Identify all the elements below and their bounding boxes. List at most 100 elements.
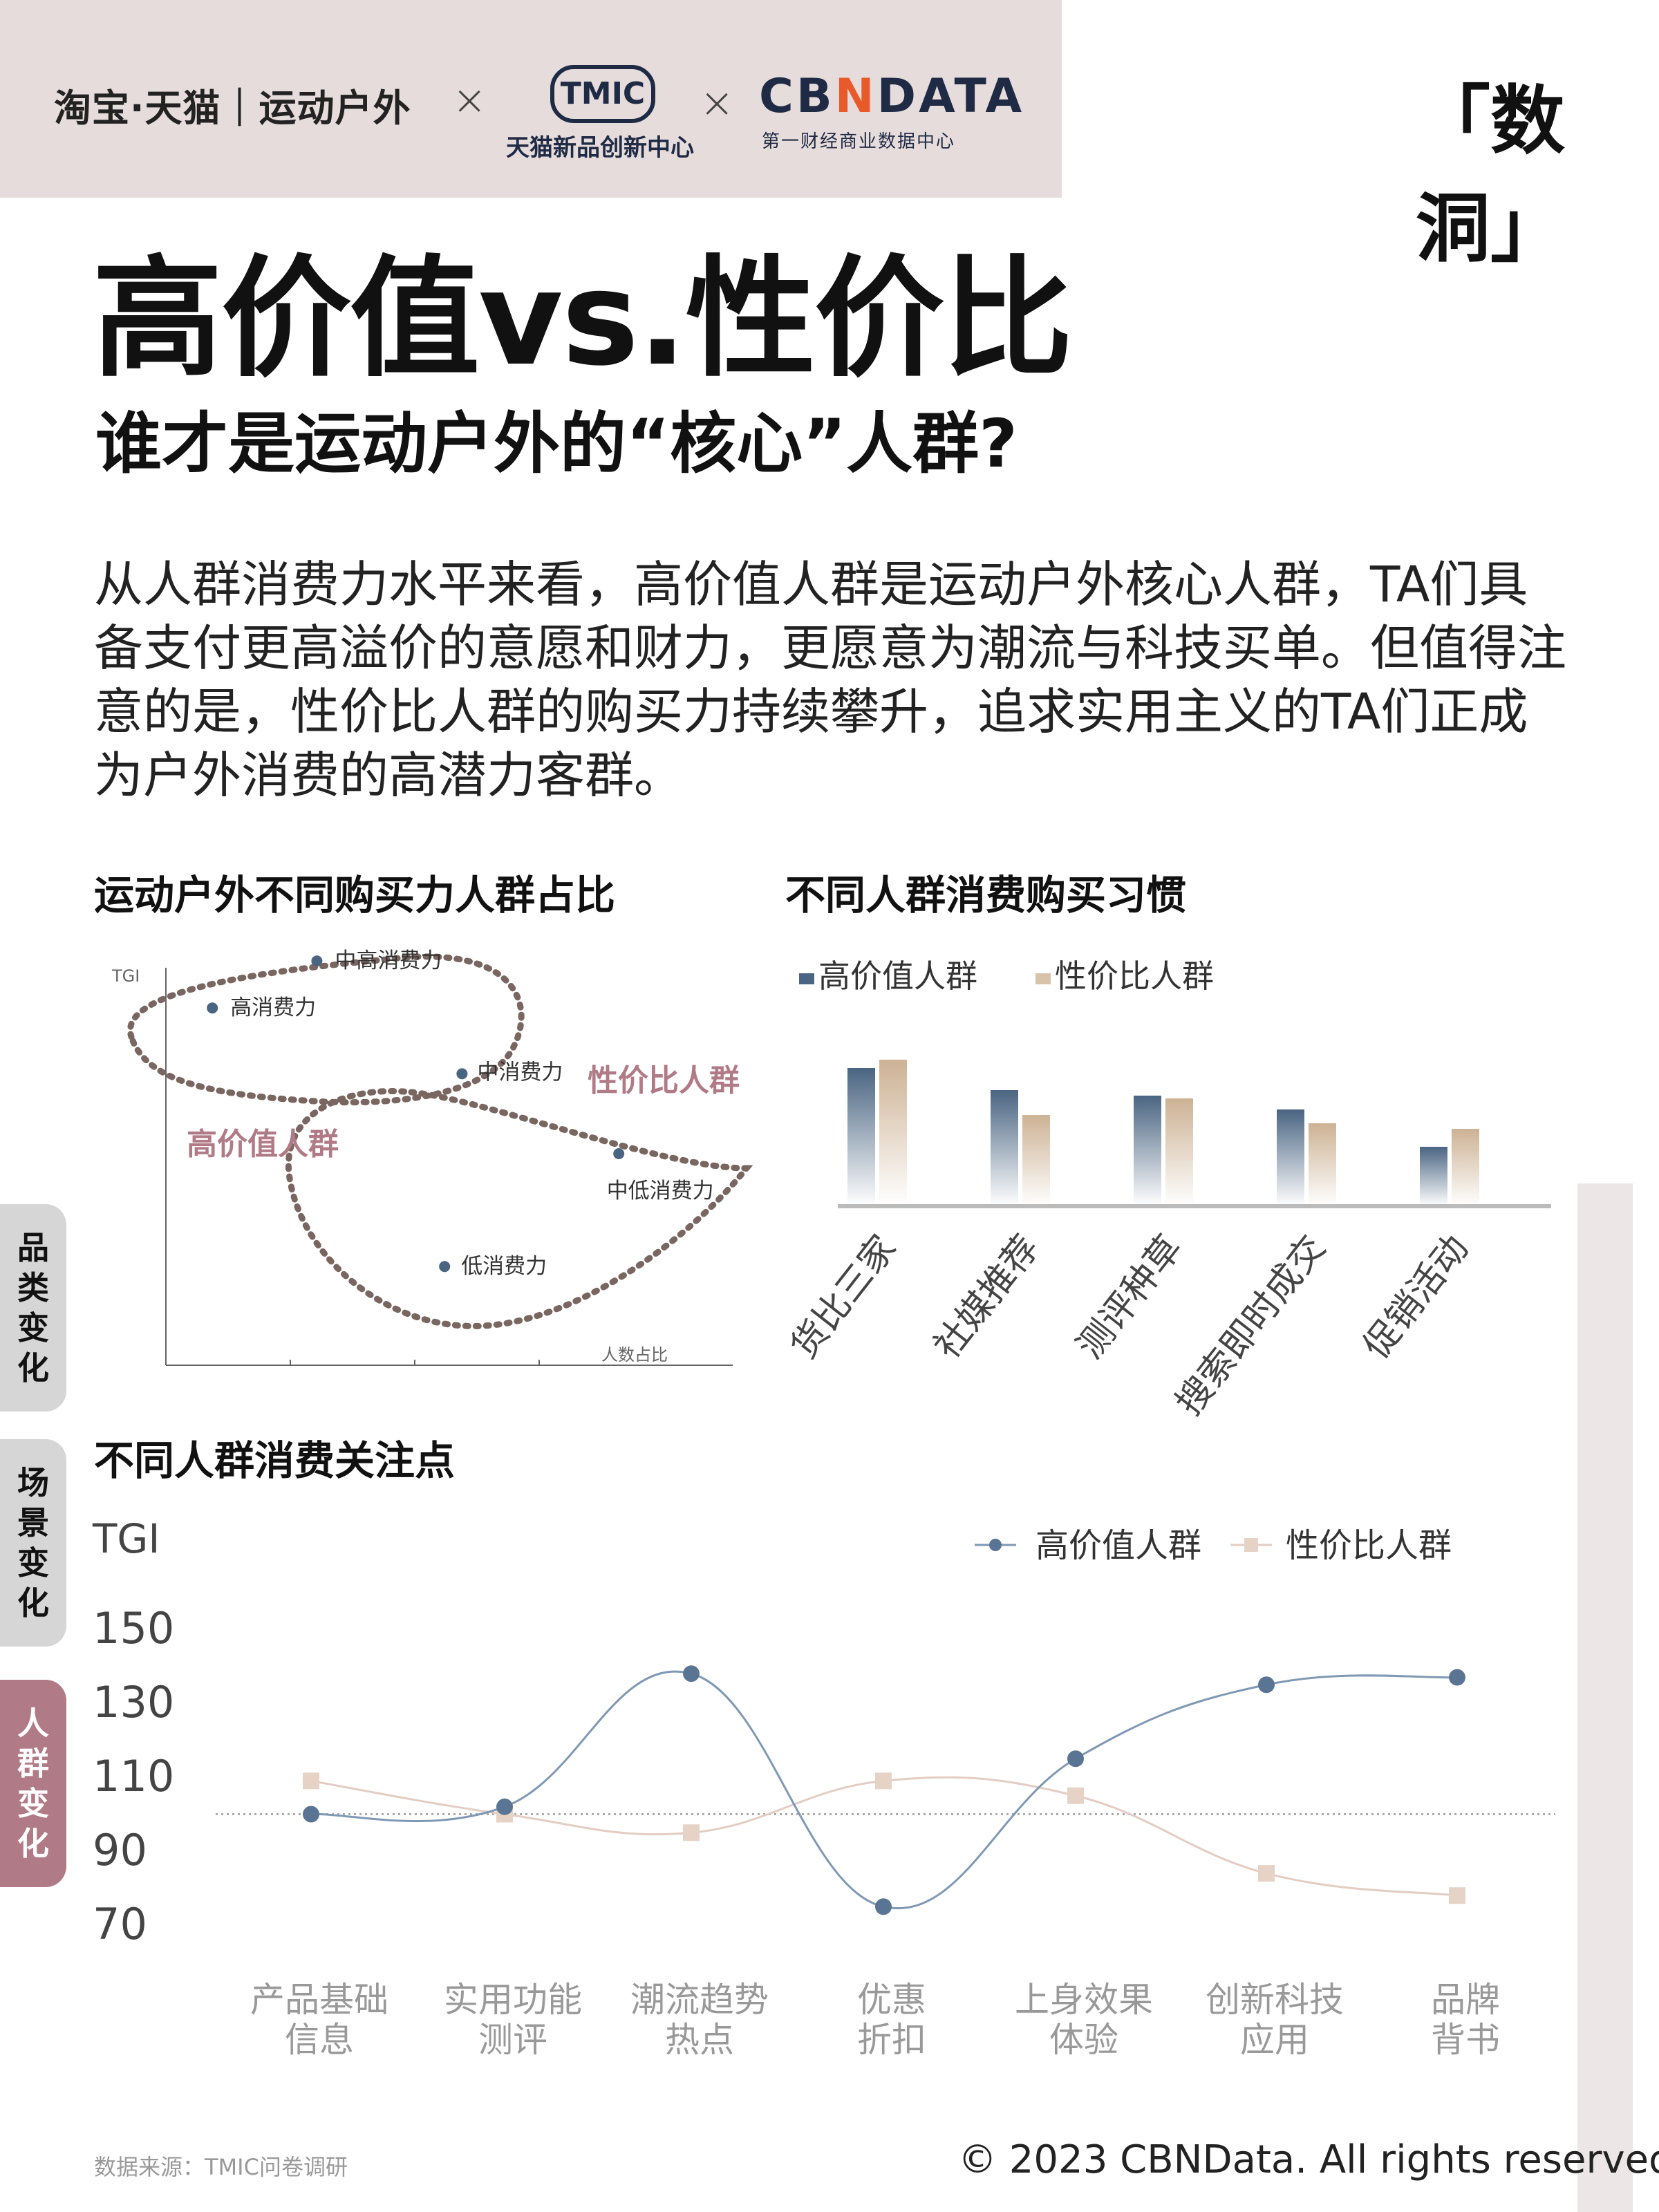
category-label: 实用功能 (444, 1980, 582, 2020)
tab-char: 人 (17, 1705, 49, 1742)
category-label: 创新科技 (1206, 1980, 1344, 2020)
bar-category-label: 测评种草 (1069, 1228, 1190, 1367)
tab-char: 化 (17, 1584, 49, 1622)
tab-char: 品 (17, 1229, 49, 1266)
category-label: 热点 (665, 2020, 734, 2060)
bar-value (1165, 1098, 1193, 1206)
scatter-point-label: 中消费力 (477, 1060, 563, 1085)
y-tick-label: 150 (93, 1603, 174, 1653)
tab-category-change[interactable]: 品类变化 (0, 1204, 66, 1412)
scatter-point-label: 中高消费力 (335, 948, 442, 973)
chart3-title: 不同人群消费关注点 (94, 1437, 456, 1484)
bar-category-label: 货比三家 (788, 1228, 904, 1367)
page-subtitle: 谁才是运动户外的“核心”人群? (95, 405, 1018, 482)
point-value (303, 1772, 319, 1790)
tab-char: 化 (17, 1349, 49, 1387)
category-label: 产品基础 (250, 1980, 388, 2020)
tab-char: 变 (17, 1544, 49, 1582)
point-high-value (303, 1806, 319, 1823)
y-tick-label: 130 (93, 1677, 174, 1727)
value-group-label: 性价比人群 (588, 1063, 740, 1098)
legend-label-high-value: 高价值人群 (1035, 1526, 1201, 1565)
bar-high-value (991, 1090, 1018, 1206)
bar-category-label: 搜索即时成交 (1168, 1228, 1333, 1423)
y-tick-label: 70 (93, 1899, 147, 1949)
chart2-title: 不同人群消费购买习惯 (785, 872, 1187, 919)
category-label: 背书 (1431, 2020, 1500, 2060)
tab-scene-change[interactable]: 场景变化 (0, 1439, 66, 1647)
line-value (310, 1776, 1458, 1897)
scatter-point (311, 955, 323, 967)
point-high-value (496, 1798, 513, 1815)
y-axis-title: TGI (92, 1515, 160, 1562)
legend-label-value: 性价比人群 (1055, 957, 1214, 995)
tab-char: 变 (17, 1309, 49, 1347)
point-high-value (875, 1898, 892, 1915)
copyright: © 2023 CBNData. All rights reserved. (958, 2137, 1659, 2182)
tab-crowd-change[interactable]: 人群变化 (0, 1680, 66, 1887)
chart1-title: 运动户外不同购买力人群占比 (94, 872, 616, 919)
scatter-point (439, 1261, 451, 1273)
data-source: 数据来源：TMIC问卷调研 (94, 2154, 348, 2180)
category-label: 应用 (1240, 2020, 1309, 2060)
cbndata-logo: CBNDATA (759, 69, 1025, 124)
category-label: 体验 (1049, 2020, 1118, 2060)
point-value (1067, 1787, 1084, 1804)
point-value (1258, 1865, 1275, 1882)
legend-swatch-value (1035, 973, 1051, 984)
scatter-point-label: 高消费力 (230, 995, 316, 1020)
tab-char: 变 (17, 1785, 49, 1822)
bar-category-label: 社媒推荐 (926, 1228, 1047, 1367)
line-high-value (310, 1670, 1458, 1909)
bar-value (1452, 1129, 1479, 1206)
point-value (1449, 1887, 1465, 1904)
scatter-point-label: 低消费力 (461, 1254, 547, 1279)
bar-high-value (1420, 1147, 1447, 1206)
y-tick-label: 110 (93, 1751, 174, 1801)
legend-marker-high-value (989, 1539, 1002, 1551)
category-label: 上身效果 (1015, 1980, 1153, 2020)
right-decor-bar (1577, 1183, 1633, 2212)
body-paragraph: 从人群消费力水平来看，高价值人群是运动户外核心人群，TA们具备支付更高溢价的意愿… (94, 556, 1567, 804)
tab-char: 群 (17, 1745, 49, 1782)
category-label: 测评 (478, 2020, 547, 2060)
point-high-value (1449, 1669, 1465, 1686)
scatter-point (456, 1068, 468, 1080)
page-title: 高价值vs.性价比 (93, 243, 1073, 395)
category-label: 信息 (285, 2020, 354, 2060)
legend-swatch-high-value (799, 973, 814, 984)
legend-label-value: 性价比人群 (1286, 1526, 1452, 1565)
scatter-chart: TGI 人数占比 高价值人群 性价比人群 中高消费力高消费力中消费力中低消费力低消费… (111, 948, 753, 1366)
collab-x-1: × (452, 76, 487, 124)
point-value (875, 1772, 892, 1790)
bar-high-value (847, 1068, 875, 1206)
bar-high-value (1277, 1109, 1304, 1206)
high-value-group-label: 高价值人群 (187, 1127, 339, 1162)
category-label: 优惠 (857, 1980, 926, 2020)
tab-char: 类 (17, 1269, 49, 1306)
category-label: 品牌 (1431, 1980, 1500, 2020)
category-label: 潮流趋势 (630, 1980, 769, 2020)
tab-char: 化 (17, 1825, 49, 1862)
y-axis-label: TGI (111, 966, 140, 986)
x-axis-label: 人数占比 (601, 1345, 668, 1365)
tmic-subtitle: 天猫新品创新中心 (506, 134, 694, 162)
point-high-value (1067, 1750, 1084, 1768)
bar-category-label: 促销活动 (1356, 1228, 1477, 1367)
collab-x-2: × (700, 79, 735, 127)
legend-label-high-value: 高价值人群 (818, 957, 977, 995)
brand-taobao-tmall: 淘宝·天猫｜运动户外 (54, 86, 411, 130)
bar-value (1022, 1115, 1050, 1206)
scatter-point (207, 1002, 218, 1014)
point-high-value (683, 1665, 700, 1683)
scatter-point (613, 1148, 625, 1159)
scatter-point-label: 中低消费力 (607, 1179, 714, 1203)
category-label: 折扣 (857, 2020, 926, 2060)
tmic-logo: TMIC (550, 65, 655, 123)
point-value (683, 1824, 700, 1841)
y-tick-label: 90 (93, 1825, 147, 1875)
legend-marker-value (1244, 1538, 1258, 1552)
shudong-logo: 「数洞」 (1416, 78, 1566, 272)
